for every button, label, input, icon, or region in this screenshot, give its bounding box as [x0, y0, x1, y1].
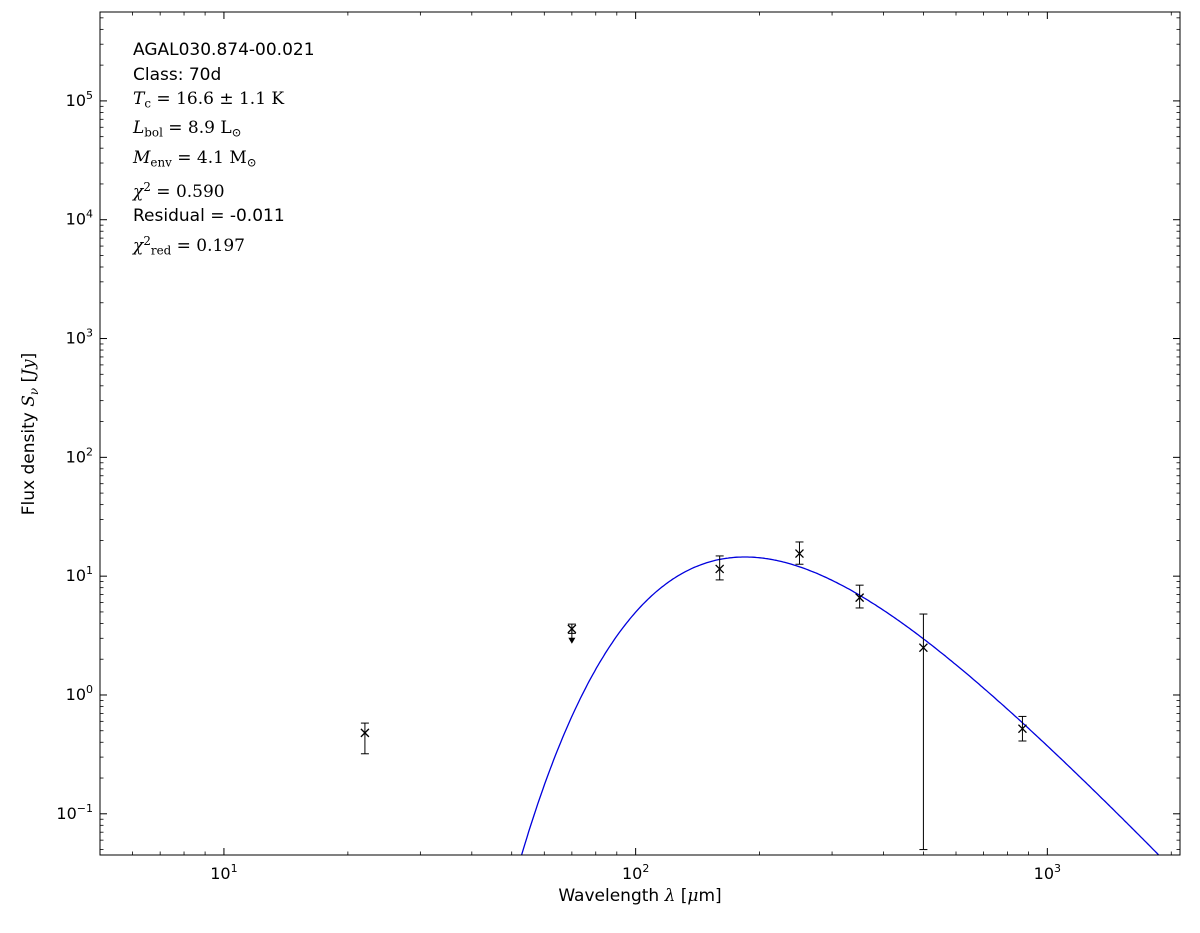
- tick-label: 101: [210, 862, 237, 883]
- data-point: [795, 541, 804, 565]
- data-points: [360, 541, 1027, 851]
- tick-label: 102: [66, 445, 93, 466]
- annotation-block: AGAL030.874-00.021 Class: 70d Tc = 16.6 ± …: [133, 38, 315, 263]
- tick-label: 105: [66, 89, 93, 110]
- tick-label: 103: [1034, 862, 1061, 883]
- axes-box: [99, 11, 1181, 856]
- data-point: [918, 613, 928, 851]
- y-axis-label: Flux density Sν [Jy]: [19, 352, 41, 516]
- annotation-line: Tc = 16.6 ± 1.1 K: [133, 89, 285, 111]
- annotation-line: χ2 = 0.590: [133, 179, 225, 202]
- tick-marks: [99, 12, 1180, 855]
- tick-label: 102: [622, 862, 649, 883]
- data-point: [715, 555, 725, 581]
- annotation-line: Lbol = 8.9 L⊙: [133, 118, 242, 140]
- x-axis-label: Wavelength λ [μm]: [558, 886, 722, 906]
- annotation-line: Class: 70d: [133, 64, 222, 85]
- annotation-line: χ2red = 0.197: [133, 233, 245, 258]
- tick-label: 10−1: [56, 802, 93, 823]
- data-point: [855, 584, 865, 609]
- annotation-line: AGAL030.874-00.021: [133, 40, 315, 60]
- fit-curve: [520, 556, 1160, 855]
- tick-label: 101: [66, 564, 93, 585]
- data-point: [360, 722, 370, 755]
- tick-label: 100: [66, 683, 93, 704]
- annotation-line: Menv = 4.1 M⊙: [133, 147, 257, 170]
- tick-label: 103: [66, 327, 93, 348]
- tick-label: 104: [66, 208, 93, 229]
- data-point: [1017, 715, 1027, 742]
- annotation-line: Residual = -0.011: [133, 206, 285, 227]
- data-point: [567, 623, 577, 644]
- upper-limit-arrow-icon: [568, 637, 576, 644]
